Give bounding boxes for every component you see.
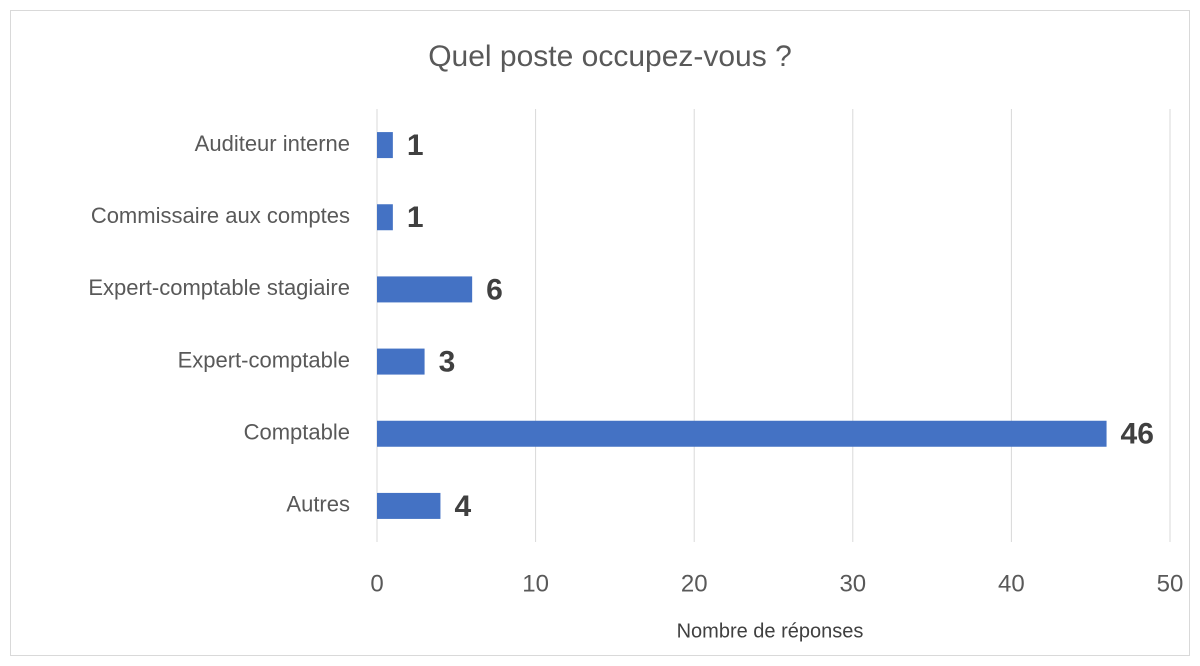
x-tick-label: 20 [681,570,708,597]
bar [377,276,473,303]
y-tick-label: Expert-comptable stagiaire [88,275,350,300]
y-tick-label: Auditeur interne [195,131,350,156]
bar [377,492,441,519]
data-label: 1 [407,201,424,234]
y-tick-label: Commissaire aux comptes [91,203,350,228]
bar [377,204,393,231]
y-tick-label: Comptable [244,420,350,445]
x-tick-label: 0 [370,570,383,597]
x-axis-label: Nombre de réponses [677,620,864,642]
y-tick-label: Autres [286,492,350,517]
bar [377,420,1107,447]
data-label: 4 [454,490,471,523]
y-tick-label: Expert-comptable [178,347,350,372]
bar [377,132,393,159]
x-tick-label: 40 [998,570,1025,597]
data-label: 1 [407,129,424,162]
x-tick-label: 10 [522,570,549,597]
x-tick-label: 50 [1157,570,1184,597]
data-label: 6 [486,273,503,306]
chart-title: Quel poste occupez-vous ? [428,40,792,73]
data-label: 46 [1121,418,1154,451]
x-tick-label: 30 [839,570,866,597]
bar [377,348,425,375]
chart-border [10,10,1190,656]
data-label: 3 [439,346,456,379]
